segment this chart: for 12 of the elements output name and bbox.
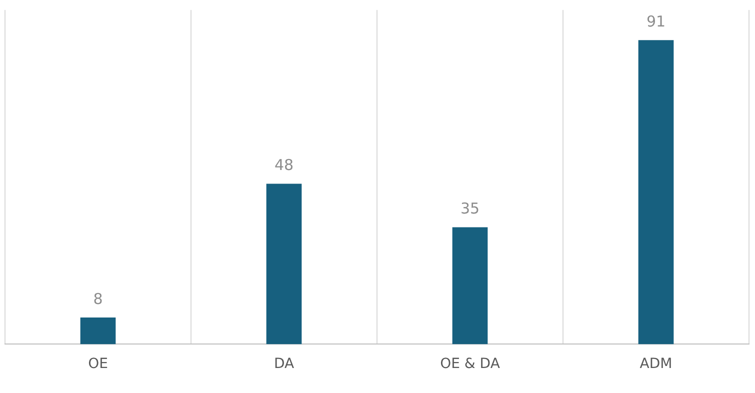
x-tick-label: OE <box>88 356 108 372</box>
bar <box>452 227 488 344</box>
data-label: 48 <box>274 156 294 174</box>
bar <box>638 40 674 344</box>
data-label: 91 <box>646 12 666 30</box>
x-tick-label: OE & DA <box>440 356 500 372</box>
bar <box>266 184 302 344</box>
data-label: 35 <box>460 200 480 218</box>
x-tick-label: DA <box>274 356 294 372</box>
bar <box>80 317 116 344</box>
data-label: 8 <box>93 290 103 308</box>
x-tick-label: ADM <box>640 356 672 372</box>
